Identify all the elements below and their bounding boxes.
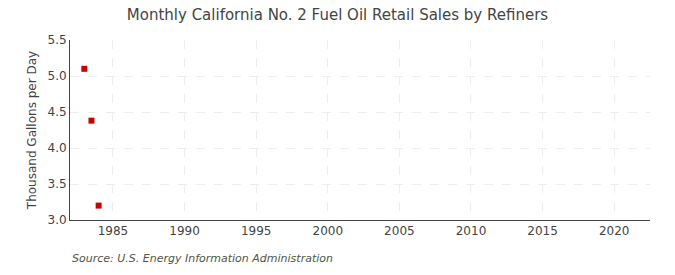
svg-text:4.5: 4.5 xyxy=(48,105,67,119)
svg-text:5.0: 5.0 xyxy=(48,69,67,83)
svg-text:3.0: 3.0 xyxy=(48,213,67,227)
svg-text:1985: 1985 xyxy=(98,224,129,238)
svg-text:5.5: 5.5 xyxy=(48,33,67,47)
svg-text:2015: 2015 xyxy=(527,224,558,238)
svg-text:1990: 1990 xyxy=(169,224,200,238)
svg-text:2020: 2020 xyxy=(599,224,630,238)
svg-text:Monthly California No. 2 Fuel: Monthly California No. 2 Fuel Oil Retail… xyxy=(127,6,549,24)
svg-text:2010: 2010 xyxy=(456,224,487,238)
svg-text:4.0: 4.0 xyxy=(48,141,67,155)
svg-text:3.5: 3.5 xyxy=(48,177,67,191)
svg-text:2005: 2005 xyxy=(384,224,415,238)
svg-text:Source: U.S. Energy Informatio: Source: U.S. Energy Information Administ… xyxy=(72,252,333,265)
svg-text:1995: 1995 xyxy=(241,224,272,238)
svg-text:2000: 2000 xyxy=(313,224,344,238)
svg-text:Thousand Gallons per Day: Thousand Gallons per Day xyxy=(25,51,39,210)
